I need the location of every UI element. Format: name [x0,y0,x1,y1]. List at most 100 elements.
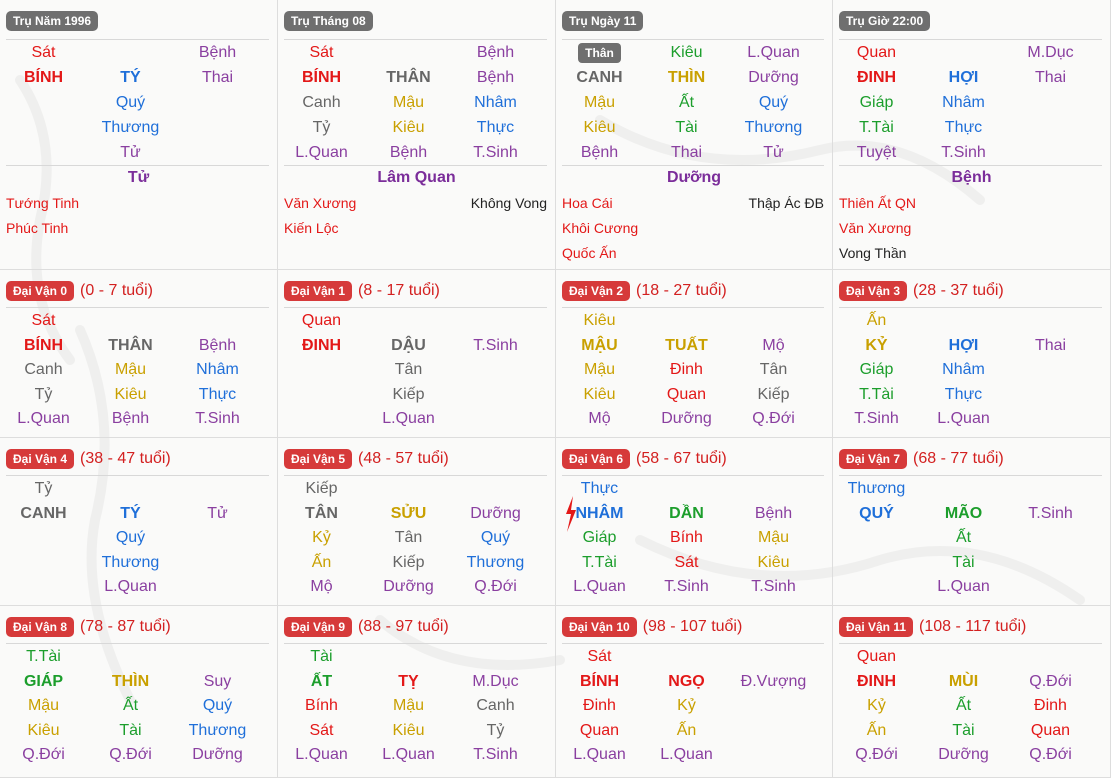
pillar-cell-text: L.Quan [382,746,435,764]
pillar-cell-text: Sát [587,648,612,665]
pillar-row: Q.Đới Q.Đới Dưỡng [0,743,277,767]
branch-life-stage: Thai [1034,336,1067,354]
hidden-stem-row: Quý [0,91,277,115]
phase-divider [562,165,824,166]
pillar-cell-text: Dưỡng [192,746,243,764]
pillar-cell-text: Mậu [392,697,425,715]
pillar-cell-text: T.Sinh [854,410,899,428]
pillar-row: Kỷ Tân Quý [278,526,555,550]
hidden-stem-cell: Bệnh [389,144,428,161]
dai-van-badge[interactable]: Đại Vận 2 [562,280,631,301]
hidden-stem-cell: Tài [675,119,698,136]
dai-van-badge[interactable]: Đại Vận 3 [839,280,908,301]
age-range: (88 - 97 tuổi) [358,617,449,635]
pillar-row: T.Tài [0,645,277,669]
pillar-cell-text: L.Quan [17,410,70,428]
dai-van-badge[interactable]: Đại Vận 4 [6,448,75,469]
dai-van-cell: Đại Vận 11 (108 - 117 tuổi) Quan ĐINH MÙI Q.Đ… [833,606,1111,778]
earthly-branch: MÙI [948,672,979,690]
pillar-row: Tỷ Kiêu Thực [0,383,277,407]
age-range: (58 - 67 tuổi) [636,449,727,467]
pillar-cell-text: Kiêu [114,385,147,403]
hidden-stem-cell: Quý [758,94,789,111]
symbolic-star: Khôi Cương [562,220,639,236]
pillar-row: Kỷ Ất Đinh [833,694,1110,718]
header-divider [562,39,824,40]
dai-van-badge[interactable]: Đại Vận 7 [839,448,908,469]
dai-van-badge[interactable]: Đại Vận 0 [6,280,75,301]
branch-life-stage: Suy [203,672,232,690]
pillar-row: Kiếp [278,383,555,407]
age-range: (38 - 47 tuổi) [80,449,171,467]
pillar-row: L.Quan T.Sinh T.Sinh [556,575,832,599]
pillar-cell-text: Thực [580,480,619,497]
dai-van-badge[interactable]: Đại Vận 11 [839,616,914,637]
stem-branch-row: MẬU TUẤT Mộ [556,334,832,358]
hidden-stem-row: Kiêu Tài Thương [556,116,832,140]
pillar-row: Ất [833,526,1110,550]
symbolic-star: Văn Xương [839,220,912,236]
hidden-stem-cell: Thai [670,144,703,161]
age-range: (48 - 57 tuổi) [358,449,449,467]
dai-van-cell: Đại Vận 10 (98 - 107 tuổi) Sát BÍNH NGỌ Đ.Vượ… [556,606,833,778]
heavenly-stem: ĐINH [856,672,897,690]
header-divider [284,643,547,644]
pillar-row: Sát [556,645,832,669]
pillar-cell-text: Mậu [757,529,790,547]
dai-van-badge[interactable]: Đại Vận 1 [284,280,353,301]
earthly-branch: THÂN [386,69,431,86]
stem-branch-row: ĐINH HỢI Thai [833,66,1110,90]
stem-ten-god: Sát [31,44,56,61]
pillar-cell-text: Tài [952,553,975,571]
pillar-cell-text: Mậu [114,361,147,379]
pillar-row: Ấn [833,309,1110,333]
pillar-row: L.Quan [278,407,555,431]
pillar-row: Mộ Dưỡng Q.Đới [556,407,832,431]
pillar-row: L.Quan Bệnh T.Sinh [0,407,277,431]
pillar-title-badge: Trụ Ngày 11 [562,10,644,31]
hidden-stem-cell: Giáp [859,94,894,111]
symbolic-star: Phúc Tinh [6,220,69,236]
pillar-cell-text: Quý [202,697,233,715]
pillar-cell-text: L.Quan [104,578,157,596]
dai-van-badge[interactable]: Đại Vận 5 [284,448,353,469]
pillar-cell-text: L.Quan [937,410,990,428]
dai-van-cell: Đại Vận 5 (48 - 57 tuổi) Kiếp TÂN SỬU Dưỡng Kỷ… [278,438,556,606]
branch-life-stage: M.Dục [472,672,519,690]
pillar-cell-text: Ấn [866,312,887,329]
pillar-cell-text: Quan [1030,721,1071,739]
dai-van-badge[interactable]: Đại Vận 6 [562,448,631,469]
pillar-row: Sát Kiêu Tỷ [278,719,555,743]
pillar-row: Tài [833,551,1110,575]
pillar-row: T.Tài Sát Kiêu [556,551,832,575]
dai-van-cell: Đại Vận 4 (38 - 47 tuổi) Tỷ CANH TÝ Tử Quý Thươ… [0,438,278,606]
pillar-cell-text: Kỷ [312,529,331,547]
stem-branch-row: BÍNH THÂN Bệnh [278,66,555,90]
hidden-stem-cell: Thực [476,119,515,136]
pillar-cell-text: Kiếp [392,385,425,403]
dai-van-header: Đại Vận 9 (88 - 97 tuổi) [284,614,449,639]
pillar-cell: Trụ Năm 1996 Sát Bệnh BÍNH TÝ Thai Quý Thương Tử… [0,0,278,270]
pillar-header: Trụ Năm 1996 [6,8,99,33]
life-stage: Bệnh [476,44,515,61]
header-divider [839,307,1102,308]
pillar-cell-text: Thương [101,553,160,571]
pillar-cell-text: T.Sinh [664,578,709,596]
pillar-cell-text: Sát [309,721,334,739]
pillar-cell-text: Quan [301,312,342,329]
dai-van-cell: Đại Vận 1 (8 - 17 tuổi) Quan ĐINH DẬU T.Sinh T… [278,270,556,438]
dai-van-badge[interactable]: Đại Vận 9 [284,616,353,637]
pillar-cell-text: Tỷ [34,385,53,403]
pillar-cell-text: Kỷ [677,697,696,715]
pillar-cell-text: Quan [579,721,620,739]
dai-van-badge[interactable]: Đại Vận 8 [6,616,75,637]
dai-van-badge[interactable]: Đại Vận 10 [562,616,637,637]
branch-life-stage: Bệnh [476,69,515,86]
hidden-stem-row: T.Tài Thực [833,116,1110,140]
header-divider [6,475,269,476]
age-range: (28 - 37 tuổi) [913,281,1004,299]
branch-life-stage: Bệnh [754,504,793,522]
pillar-header: Trụ Ngày 11 [562,8,644,33]
stem-branch-row: KỶ HỢI Thai [833,334,1110,358]
